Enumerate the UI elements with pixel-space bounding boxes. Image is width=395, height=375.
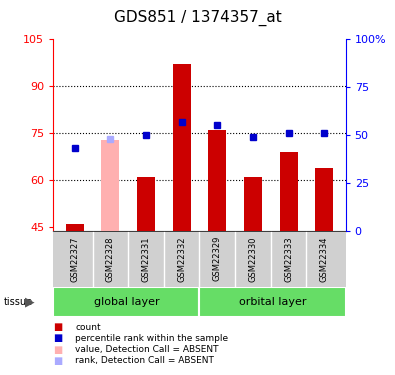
Text: GSM22330: GSM22330 [248,236,258,282]
Bar [280,152,297,231]
Bar [199,287,346,317]
Bar [244,177,262,231]
Bar [315,168,333,231]
Text: ■: ■ [53,322,62,332]
Bar [137,177,155,231]
Text: global layer: global layer [94,297,159,307]
Text: GSM22334: GSM22334 [320,236,329,282]
Text: GDS851 / 1374357_at: GDS851 / 1374357_at [114,9,281,26]
Bar [173,64,190,231]
Text: orbital layer: orbital layer [239,297,306,307]
Text: GSM22327: GSM22327 [70,236,79,282]
Text: count: count [75,322,101,332]
Bar [53,287,199,317]
Text: rank, Detection Call = ABSENT: rank, Detection Call = ABSENT [75,356,214,365]
Text: ▶: ▶ [25,296,34,308]
Text: ■: ■ [53,356,62,366]
Text: tissue: tissue [4,297,33,307]
Text: value, Detection Call = ABSENT: value, Detection Call = ABSENT [75,345,218,354]
Text: percentile rank within the sample: percentile rank within the sample [75,334,228,343]
Text: ■: ■ [53,333,62,343]
Text: GSM22333: GSM22333 [284,236,293,282]
Text: GSM22329: GSM22329 [213,236,222,281]
Text: GSM22328: GSM22328 [106,236,115,282]
Text: ■: ■ [53,345,62,354]
Text: GSM22331: GSM22331 [141,236,150,282]
Bar [209,130,226,231]
Text: GSM22332: GSM22332 [177,236,186,282]
Bar [102,140,119,231]
Bar [66,224,84,231]
